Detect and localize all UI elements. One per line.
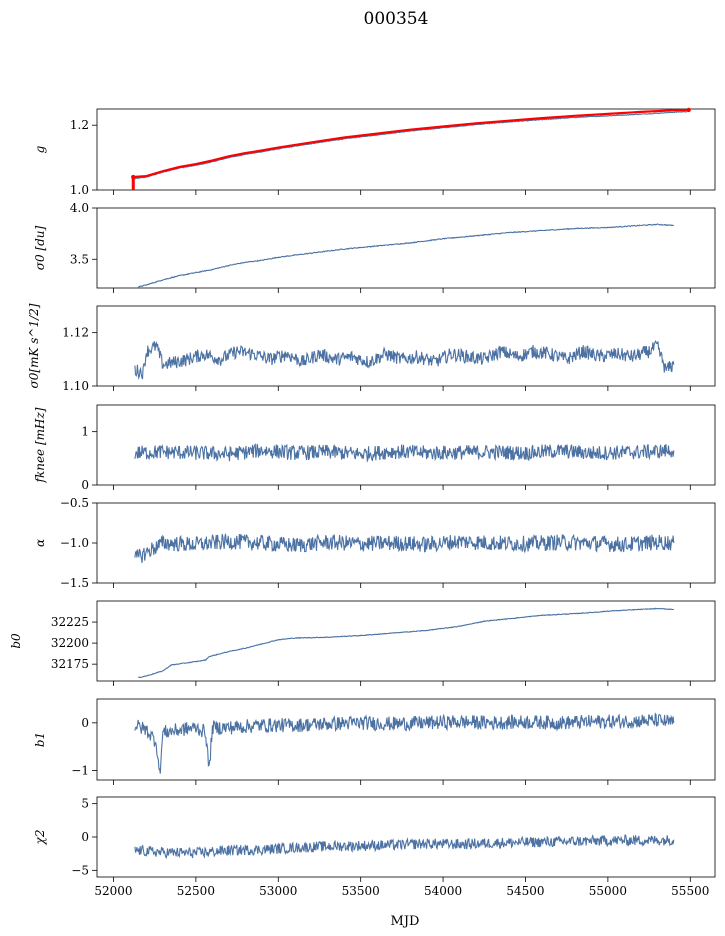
highlight-point [686,107,691,113]
series-line [134,533,675,563]
axes-frame [96,108,716,191]
y-axis-label: α [33,539,47,547]
panel-1: 1.0 1.2 g [33,107,716,197]
x-tick-label: 54000 [424,884,462,898]
y-tick-label: 1.12 [62,326,89,340]
x-axis-label: MJD [391,914,420,929]
y-axis-label: χ2 [33,830,47,846]
x-tick-label: 53000 [259,884,297,898]
y-axis-label: σ0[mK s^1/2] [27,303,41,388]
y-tick-label: −0.5 [60,496,89,510]
y-tick-label: −5 [71,863,89,877]
y-tick-label: 0 [81,716,89,730]
y-tick-label: 1.2 [70,118,89,132]
x-tick-label: 52500 [177,884,215,898]
panel-7: −1 0 b1 [33,698,716,785]
y-tick-label: 32175 [51,657,89,671]
x-tick-label: 55500 [671,884,709,898]
x-tick-label: 52000 [94,884,132,898]
y-tick-label: 0 [81,830,89,844]
x-tick-label: 53500 [342,884,380,898]
y-tick-label: 1.10 [62,379,89,393]
y-tick-label: 32225 [51,615,89,629]
axes-frame [96,600,716,682]
y-tick-label: 0 [81,478,89,492]
y-tick-label: 1.0 [70,183,89,197]
series-line [134,443,675,463]
y-tick-label: 1 [81,425,89,439]
y-axis-label: b1 [33,732,47,747]
y-axis-label: fknee [mHz] [33,407,47,483]
y-tick-label: 3.5 [70,252,89,266]
series-line [138,223,674,288]
y-tick-label: 5 [81,797,89,811]
highlight-line [133,108,689,179]
highlight-point [131,174,136,180]
axes-frame [96,305,716,387]
figure-title: 000354 [364,9,429,29]
y-tick-label: 32200 [51,636,89,650]
y-axis-label: b0 [9,633,23,649]
series-line [134,712,675,774]
panel-4: 0 1 fknee [mHz] [33,404,716,492]
axes-frame [96,796,716,878]
series-line [134,110,688,180]
axes-frame [96,698,716,781]
axes-frame [96,404,716,486]
y-axis-label: g [33,145,47,153]
y-tick-label: −1.0 [60,536,89,550]
series-line [134,339,675,380]
axes-frame [96,207,716,289]
x-tick-label: 54500 [506,884,544,898]
series-line [134,834,675,860]
y-tick-label: −1.5 [60,576,89,590]
y-axis-label: σ0 [du] [33,225,47,270]
x-tick-label: 55000 [589,884,627,898]
panels-group: 1.0 1.2 g 3.5 4.0 σ0 [du] 1.10 1.12 σ0[mK s^1/2]… [9,107,716,898]
series-line [137,607,674,679]
panel-2: 3.5 4.0 σ0 [du] [33,201,716,293]
panel-8: 52000 52500 53000 53500 54000 54500 55000 55500… [33,796,716,898]
y-tick-label: −1 [71,763,89,777]
panel-5: −1.5 −1.0 −0.5 α [33,496,716,590]
panel-3: 1.10 1.12 σ0[mK s^1/2] [27,303,716,393]
y-tick-label: 4.0 [70,201,89,215]
panel-6: 32175 32200 32225 b0 [9,600,716,686]
